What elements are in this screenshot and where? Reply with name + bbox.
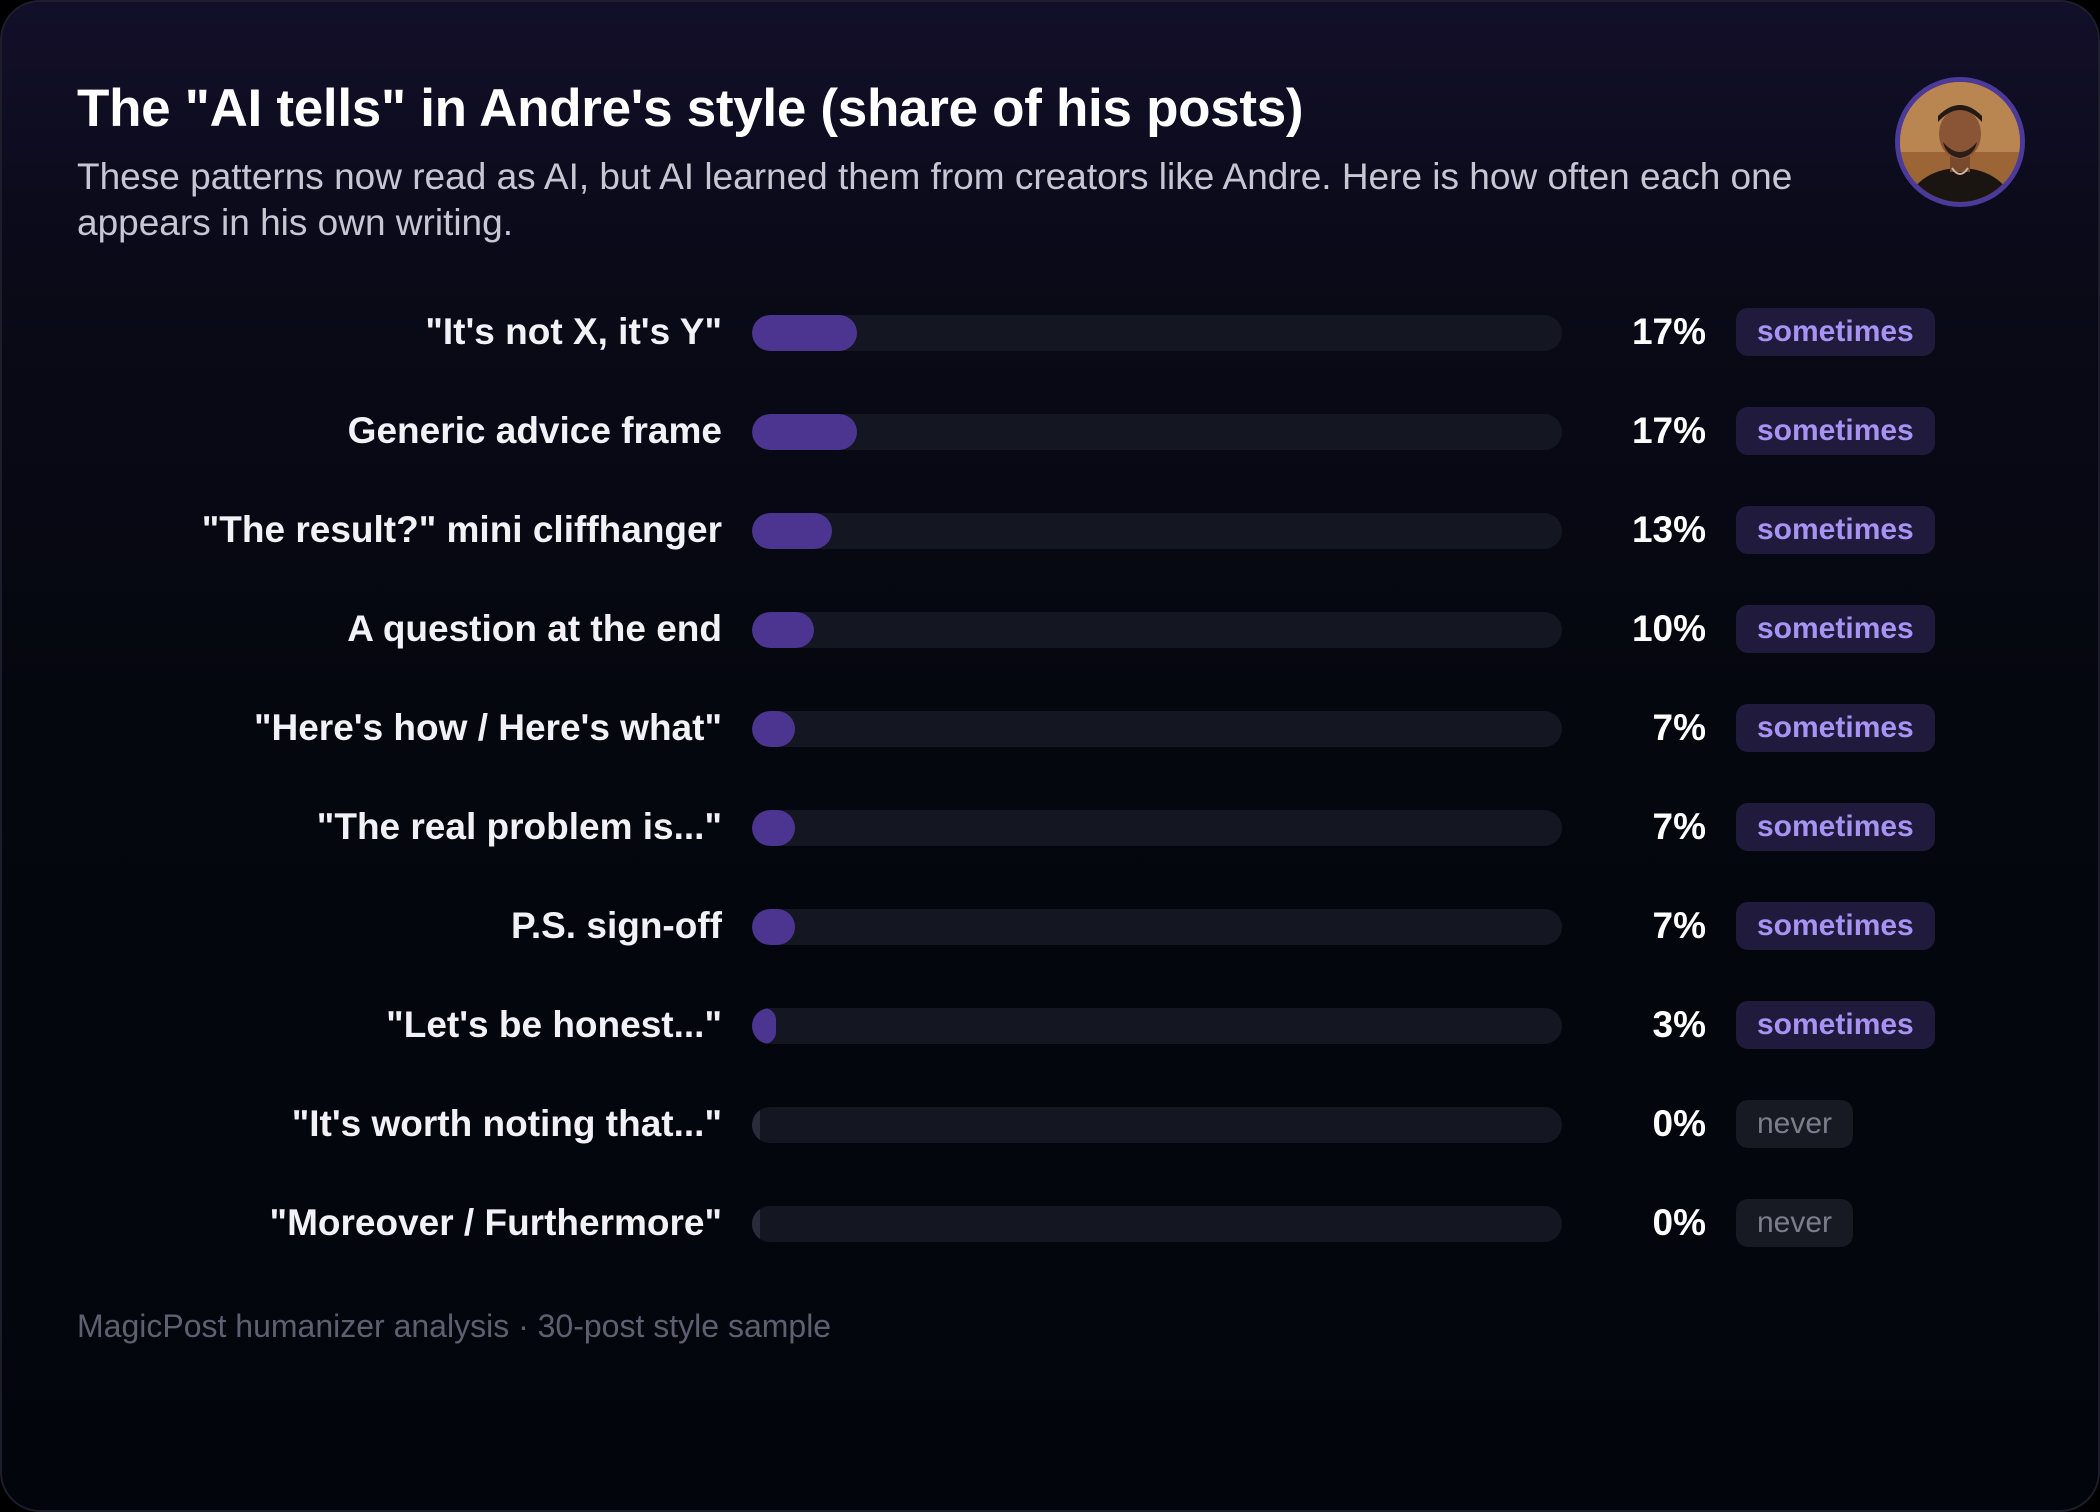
bar-label: "It's not X, it's Y" [425, 311, 722, 352]
bar-row: "It's worth noting that..." 0% never [2, 1094, 2098, 1154]
frequency-badge: sometimes [1736, 308, 1935, 356]
bar-row: "Moreover / Furthermore" 0% never [2, 1193, 2098, 1253]
bar-track [752, 513, 1562, 549]
bar-fill [752, 315, 857, 351]
frequency-badge: sometimes [1736, 704, 1935, 752]
frequency-badge: sometimes [1736, 506, 1935, 554]
bar-label: "Here's how / Here's what" [253, 707, 722, 748]
bar-label: Generic advice frame [347, 410, 722, 451]
bar-row: "Here's how / Here's what" 7% sometimes [2, 698, 2098, 758]
bar-value-label: 3% [1652, 1004, 1706, 1045]
chart-subtitle: These patterns now read as AI, but AI le… [77, 156, 1793, 243]
bar-value-label: 0% [1652, 1103, 1706, 1144]
bar-label: "The result?" mini cliffhanger [201, 509, 722, 550]
bar-fill [752, 909, 795, 945]
bar-track [752, 1107, 1562, 1143]
frequency-badge: never [1736, 1100, 1854, 1148]
avatar [1895, 77, 2025, 207]
bar-row: P.S. sign-off 7% sometimes [2, 896, 2098, 956]
bar-value-label: 13% [1631, 509, 1706, 550]
frequency-badge: sometimes [1736, 605, 1935, 653]
frequency-badge: never [1736, 1199, 1854, 1247]
bar-track [752, 711, 1562, 747]
bar-row: A question at the end 10% sometimes [2, 599, 2098, 659]
bar-row: "The result?" mini cliffhanger 13% sometim… [2, 500, 2098, 560]
bar-label: A question at the end [347, 608, 722, 649]
bar-value-label: 17% [1631, 311, 1706, 352]
bar-track [752, 315, 1562, 351]
bar-track [752, 414, 1562, 450]
bar-track [752, 612, 1562, 648]
bar-fill [752, 810, 795, 846]
bar-fill [752, 1107, 760, 1143]
bar-value-label: 10% [1631, 608, 1706, 649]
bar-label: P.S. sign-off [510, 905, 722, 946]
bar-track [752, 1008, 1562, 1044]
bar-row: "The real problem is..." 7% sometimes [2, 797, 2098, 857]
bar-track [752, 1206, 1562, 1242]
bar-row: Generic advice frame 17% sometimes [2, 401, 2098, 461]
bar-fill [752, 711, 795, 747]
bar-label: "Moreover / Furthermore" [269, 1202, 722, 1243]
bar-fill [752, 513, 832, 549]
frequency-badge: sometimes [1736, 902, 1935, 950]
bar-value-label: 7% [1652, 707, 1706, 748]
bar-row: "It's not X, it's Y" 17% sometimes [2, 302, 2098, 362]
frequency-badge: sometimes [1736, 407, 1935, 455]
chart-title: The "AI tells" in Andre's style (share o… [77, 79, 1304, 138]
bar-value-label: 7% [1652, 905, 1706, 946]
bar-value-label: 7% [1652, 806, 1706, 847]
bar-value-label: 17% [1631, 410, 1706, 451]
bar-value-label: 0% [1652, 1202, 1706, 1243]
bar-row: "Let's be honest..." 3% sometimes [2, 995, 2098, 1055]
bar-fill [752, 612, 814, 648]
frequency-badge: sometimes [1736, 1001, 1935, 1049]
bar-track [752, 909, 1562, 945]
bar-fill [752, 1206, 760, 1242]
bar-label: "The real problem is..." [316, 806, 722, 847]
bar-fill [752, 1008, 776, 1044]
footer-source: MagicPost humanizer analysis · 30-post s… [77, 1308, 832, 1344]
bar-label: "Let's be honest..." [386, 1004, 722, 1045]
frequency-badge: sometimes [1736, 803, 1935, 851]
bar-label: "It's worth noting that..." [291, 1103, 722, 1144]
bar-fill [752, 414, 857, 450]
bar-track [752, 810, 1562, 846]
bar-chart: "It's not X, it's Y" 17% sometimes Generic … [2, 2, 2098, 1302]
